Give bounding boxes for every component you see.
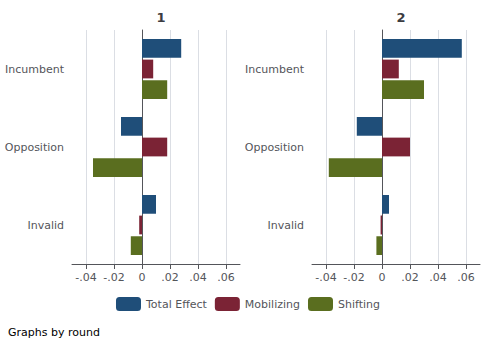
svg-text:-.02: -.02 <box>343 271 364 284</box>
svg-text:.06: .06 <box>217 271 235 284</box>
svg-text:Graphs by round: Graphs by round <box>8 326 100 339</box>
svg-text:-.02: -.02 <box>103 271 124 284</box>
svg-text:0: 0 <box>379 271 386 284</box>
svg-text:Invalid: Invalid <box>27 219 64 232</box>
svg-text:-.04: -.04 <box>75 271 96 284</box>
svg-text:.04: .04 <box>189 271 207 284</box>
svg-text:Incumbent: Incumbent <box>5 63 65 76</box>
svg-text:Total Effect: Total Effect <box>145 298 208 311</box>
svg-text:Incumbent: Incumbent <box>245 63 305 76</box>
svg-text:0: 0 <box>139 271 146 284</box>
svg-text:.02: .02 <box>401 271 419 284</box>
svg-text:.02: .02 <box>161 271 179 284</box>
svg-text:Shifting: Shifting <box>338 298 380 311</box>
svg-text:.04: .04 <box>429 271 447 284</box>
svg-text:1: 1 <box>156 10 165 25</box>
svg-text:Invalid: Invalid <box>267 219 304 232</box>
svg-text:2: 2 <box>396 10 405 25</box>
svg-text:Mobilizing: Mobilizing <box>245 298 300 311</box>
svg-text:Opposition: Opposition <box>245 141 304 154</box>
svg-text:.06: .06 <box>457 271 475 284</box>
svg-text:Opposition: Opposition <box>5 141 64 154</box>
svg-text:-.04: -.04 <box>315 271 336 284</box>
